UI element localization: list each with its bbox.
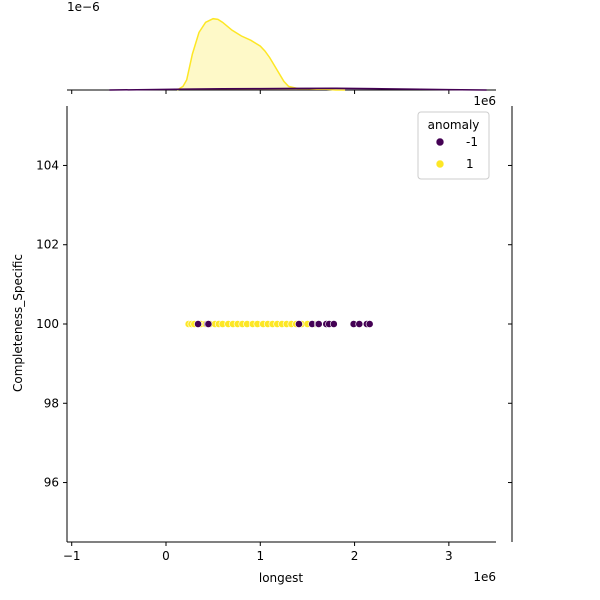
right-marginal-axis	[508, 106, 513, 542]
scatter-point--1	[355, 320, 364, 328]
y-axis-label: Completeness_Specific	[11, 254, 25, 392]
legend-marker-1	[435, 159, 445, 169]
x-axis-label: longest	[259, 571, 304, 585]
y-tick-label: 102	[36, 238, 59, 252]
y-tick-label: 98	[44, 396, 59, 410]
x-tick-label: −1	[63, 549, 81, 563]
kde-line--1	[109, 87, 487, 91]
scatter-point--1	[194, 320, 202, 328]
x-tick-label: 1	[256, 549, 264, 563]
right-marginal-offset-label: 1e6	[473, 94, 496, 108]
kde-fill-1	[177, 18, 346, 91]
scatter-point--1	[204, 320, 213, 328]
legend-frame	[417, 111, 490, 180]
x-tick-label: 3	[445, 549, 453, 563]
legend-title: anomaly	[428, 118, 480, 132]
y-tick-label: 100	[36, 317, 59, 331]
legend: anomaly -1 1	[417, 111, 490, 180]
legend-label: -1	[466, 135, 478, 149]
x-tick-label: 0	[162, 549, 170, 563]
legend-label: 1	[466, 157, 474, 171]
x-tick-label: 2	[351, 549, 359, 563]
x-axis-offset-label: 1e6	[473, 570, 496, 584]
scatter-point--1	[314, 320, 323, 328]
y-tick-label: 104	[36, 158, 59, 172]
scatter-point--1	[329, 320, 338, 328]
y-tick-label: 96	[44, 476, 59, 490]
main-scatter-plot: −1 0 1 2 3 96 98 100 102 104	[36, 106, 496, 563]
top-marginal-offset-label: 1e−6	[67, 0, 100, 14]
scatter-point--1	[365, 320, 374, 328]
scatter-point--1	[295, 320, 303, 328]
top-marginal-kde	[67, 17, 496, 94]
legend-marker--1	[435, 137, 445, 147]
